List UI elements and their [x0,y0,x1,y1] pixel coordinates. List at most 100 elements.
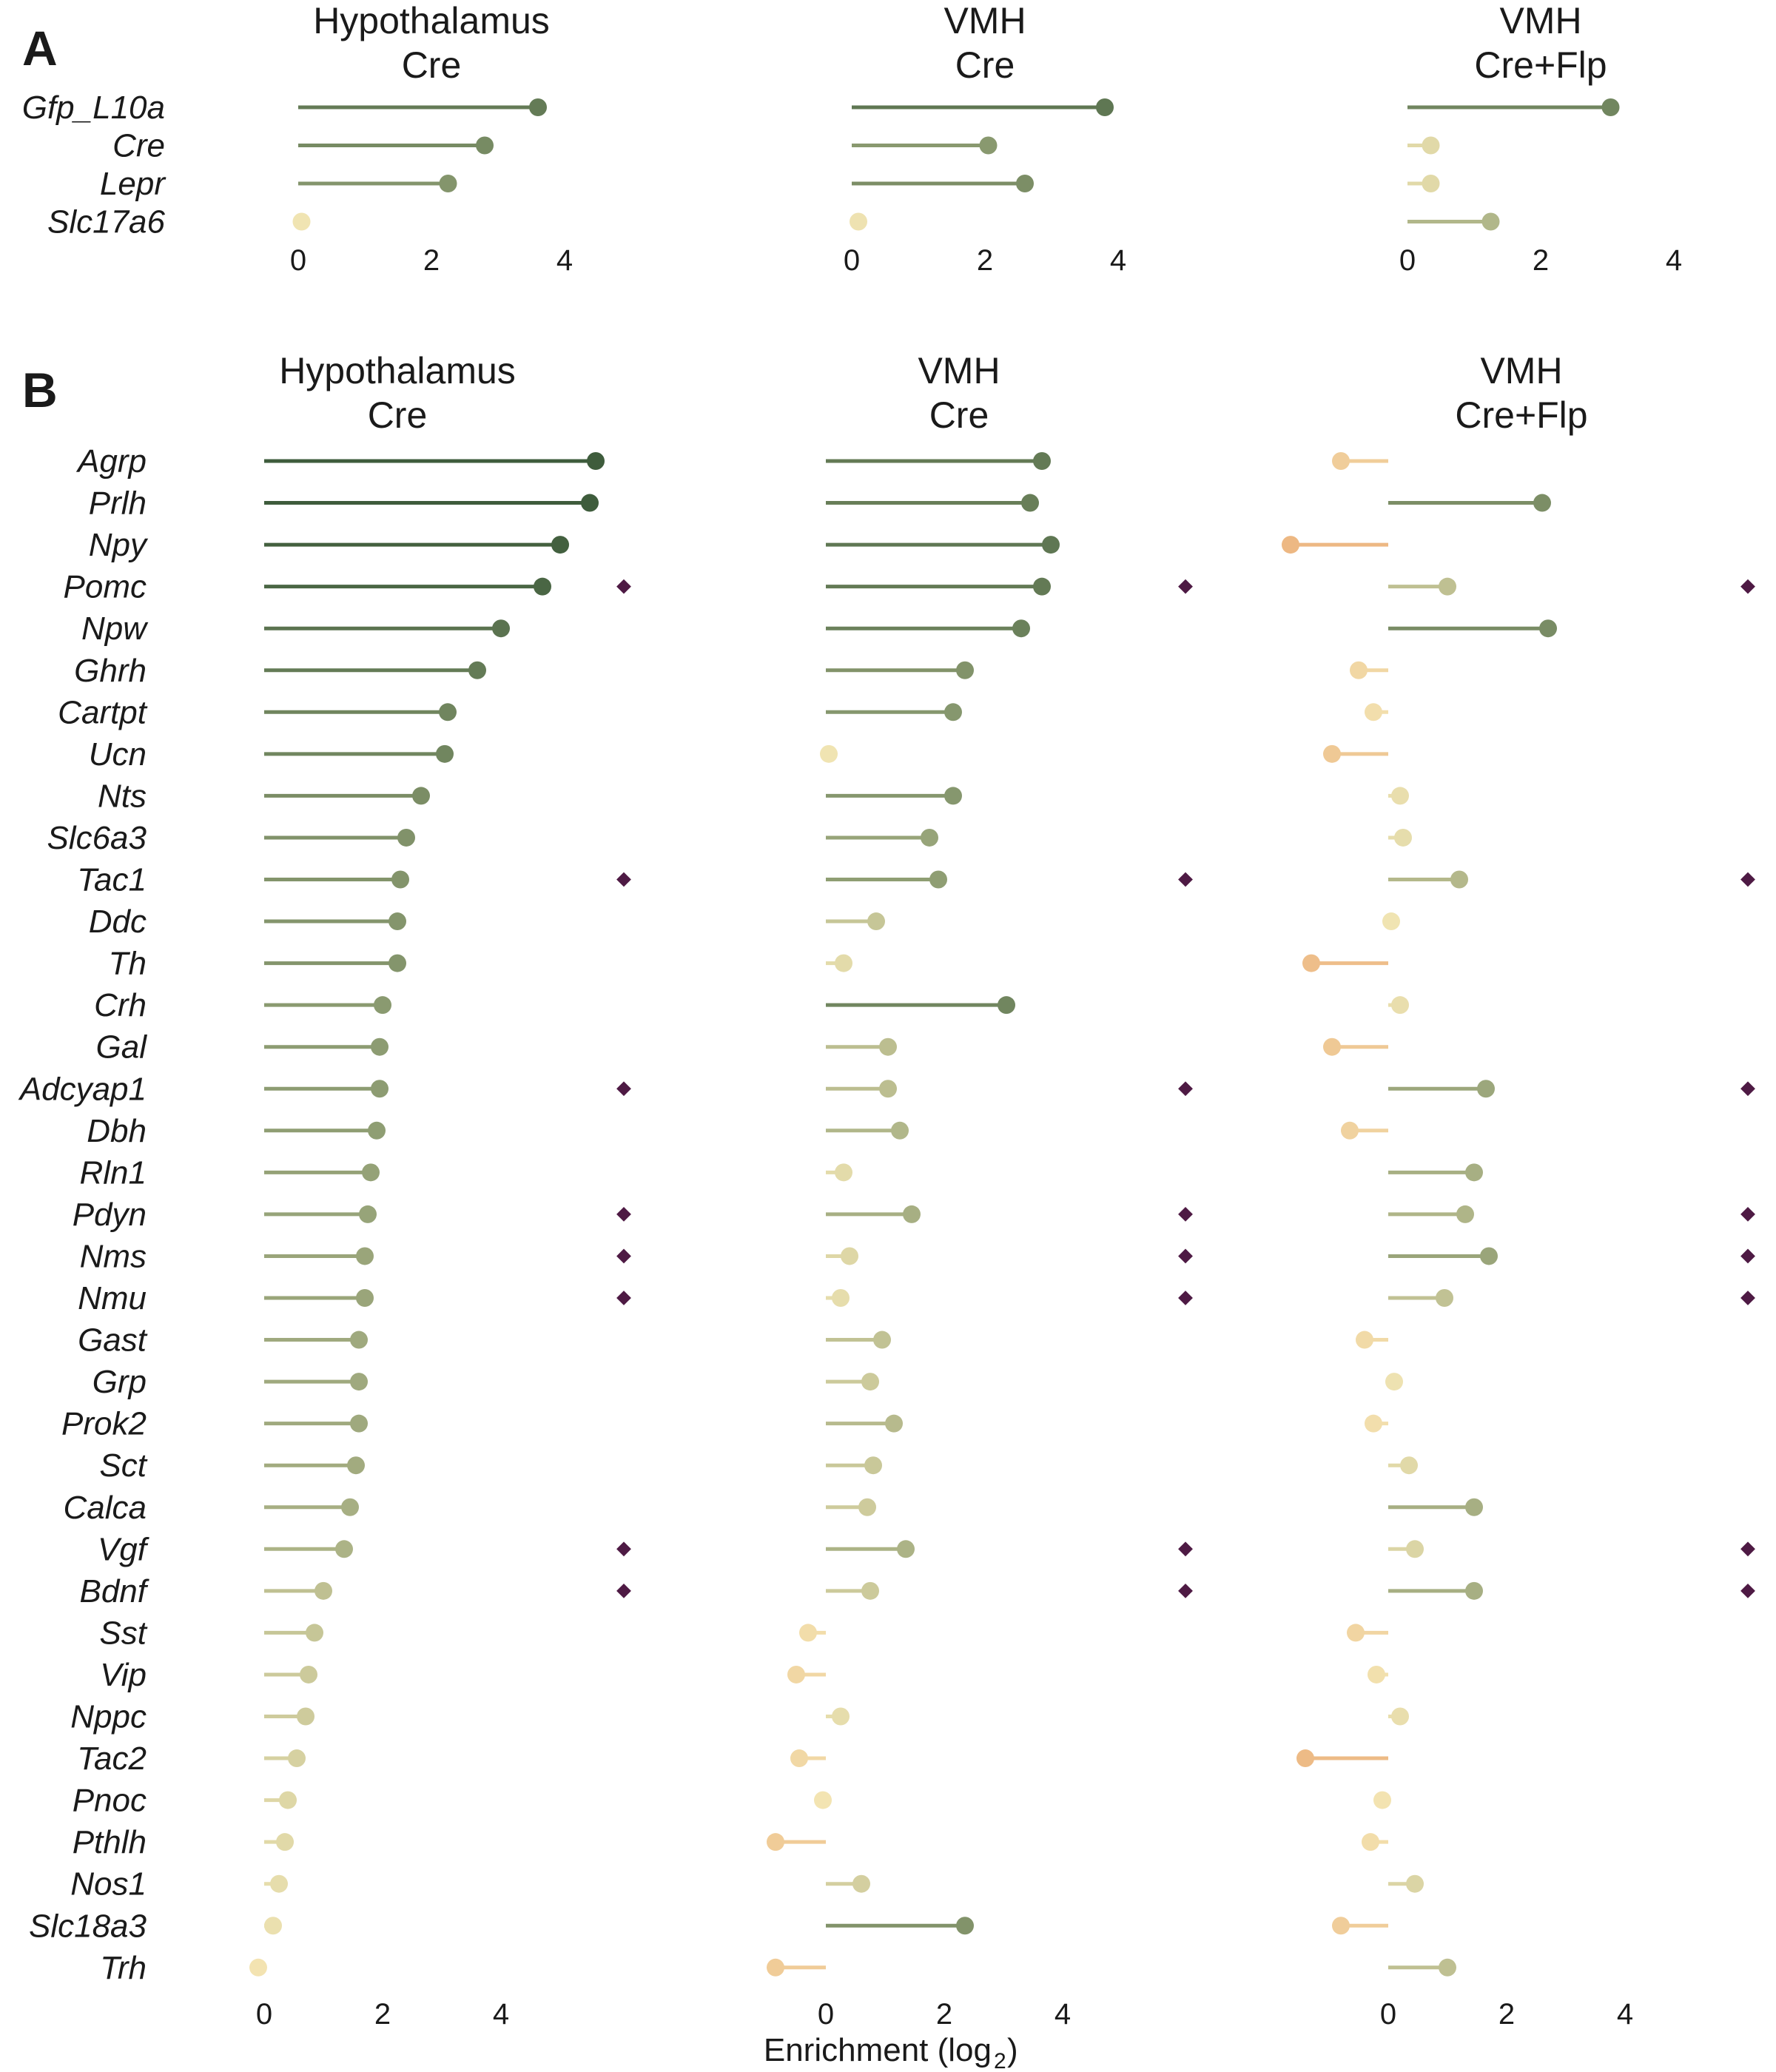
marker-pomc [1178,579,1193,594]
dot-pthlh [276,1833,294,1851]
x-tick-label: 2 [423,244,440,277]
dot-bdnf [314,1581,332,1600]
dot-pomc [1439,577,1456,596]
gene-label-grp: Grp [92,1364,147,1400]
dot-agrp [1332,452,1350,470]
marker-tac1 [616,872,631,887]
dot-tac1 [1450,870,1468,889]
dot-tac2 [1296,1749,1314,1768]
facet-title-line-1: VMH [1499,0,1581,41]
gene-label-nmu: Nmu [78,1280,147,1316]
dot-pdyn [903,1205,921,1223]
dot-vip [1368,1665,1385,1684]
dot-pnoc [1373,1791,1391,1809]
x-axis-title: Enrichment (log [764,2032,992,2068]
dot-nos1 [852,1874,870,1893]
gene-label-ghrh: Ghrh [74,653,147,689]
dot-tac1 [391,870,409,889]
gene-label-pthlh: Pthlh [73,1824,147,1860]
dot-grp [861,1373,879,1391]
dot-pomc [1033,577,1051,596]
dot-vgf [335,1540,353,1558]
dot-nms [356,1247,374,1265]
dot-npy [1282,536,1299,554]
dot-slc17a6 [1481,212,1500,231]
gene-label-cre: Cre [112,128,165,164]
dot-tac1 [929,870,947,889]
panel-b-chart: Agrp Prlh Npy Pomc Npw Ghrh Cartpt Ucn Nts Slc6a3… [18,350,1755,2031]
facet-title-line-2: Cre+Flp [1474,44,1607,86]
dot-slc17a6 [292,212,311,231]
x-tick-label: 0 [1380,1998,1396,2031]
marker-nms [1740,1248,1755,1264]
x-tick-label: 4 [556,244,573,277]
dot-slc18a3 [956,1917,974,1935]
dot-slc17a6 [850,212,867,231]
facet-title-line-2: Cre [368,394,428,436]
x-tick-label: 0 [256,1998,272,2031]
marker-vgf [1178,1541,1193,1557]
dot-sct [864,1456,882,1475]
dot-adcyap1 [371,1080,388,1098]
x-tick-label: 0 [1399,244,1416,277]
dot-npw [492,619,510,638]
dot-gal [371,1037,388,1056]
dot-trh [1439,1958,1456,1977]
dot-lepr [439,175,457,192]
dot-slc18a3 [264,1917,282,1935]
facet-title-line-2: Cre [929,394,989,436]
gene-label-calca: Calca [64,1490,147,1526]
marker-adcyap1 [1740,1081,1755,1097]
dot-vip [787,1665,805,1684]
dot-vip [300,1665,317,1684]
dot-th [388,954,406,972]
dot-slc6a3 [921,828,938,847]
x-tick-label: 2 [936,1998,952,2031]
gene-label-tac2: Tac2 [77,1740,147,1777]
dot-dbh [368,1121,386,1140]
dot-trh [767,1958,784,1977]
dot-crh [374,996,391,1015]
marker-bdnf [616,1583,631,1598]
marker-tac1 [1740,872,1755,887]
dot-sst [1347,1624,1365,1642]
dot-nppc [832,1707,850,1726]
dot-nmu [1436,1289,1453,1307]
x-tick-label: 0 [290,244,306,277]
marker-adcyap1 [616,1081,631,1097]
gene-label-trh: Trh [100,1950,147,1986]
x-tick-label: 4 [1054,1998,1071,2031]
gene-label-nppc: Nppc [70,1699,147,1735]
facet-title-line-1: Hypothalamus [279,350,516,391]
dot-gast [873,1331,891,1349]
marker-pdyn [616,1207,631,1222]
gene-label-nos1: Nos1 [70,1866,147,1903]
gene-label-gal: Gal [96,1029,148,1066]
x-tick-label: 4 [1617,1998,1633,2031]
dot-tac2 [790,1749,808,1768]
dot-dbh [1341,1121,1359,1140]
dot-sst [306,1624,323,1642]
dot-ucn [436,744,454,763]
dot-th [835,954,852,972]
gene-label-pnoc: Pnoc [73,1783,147,1819]
dot-npy [1042,536,1060,554]
x-tick-label: 4 [1110,244,1126,277]
dot-agrp [1033,452,1051,470]
gene-label-vip: Vip [100,1657,147,1693]
facet-title-line-1: VMH [1480,350,1562,391]
dot-nos1 [1406,1874,1424,1893]
gene-label-gast: Gast [78,1322,148,1359]
facet-title-line-2: Cre [955,44,1015,86]
marker-pdyn [1740,1207,1755,1222]
dot-cartpt [944,703,962,722]
dot-gal [879,1037,897,1056]
dot-calca [341,1498,359,1516]
dot-vgf [897,1540,915,1558]
dot-nms [841,1247,858,1265]
dot-ghrh [956,661,974,679]
dot-sct [1400,1456,1418,1475]
